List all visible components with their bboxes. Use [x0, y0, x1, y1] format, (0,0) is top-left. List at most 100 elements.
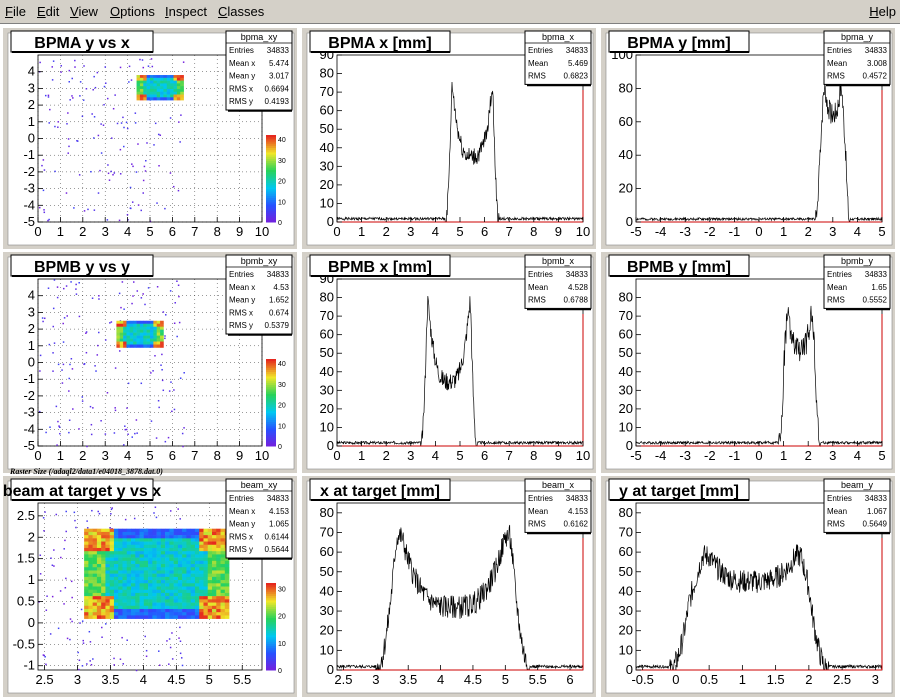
heatmap-cell [165, 547, 170, 552]
heatmap-cell [216, 557, 221, 562]
heatmap-cell [95, 370, 97, 372]
heatmap-cell [216, 602, 221, 607]
heatmap-cell [148, 605, 153, 610]
heatmap-cell [177, 592, 183, 597]
heatmap-cell [150, 338, 154, 342]
heatmap-cell [148, 596, 153, 600]
heatmap-cell [152, 544, 157, 549]
heatmap-cell [168, 638, 171, 640]
y-tick-label: 0.5 [17, 593, 35, 608]
heatmap-cell [148, 551, 153, 555]
menu-inspect[interactable]: Inspect [165, 4, 207, 19]
heatmap-cell [84, 612, 89, 616]
heatmap-cell [224, 580, 230, 584]
heatmap-cell [119, 326, 124, 330]
menu-classes[interactable]: Classes [218, 4, 264, 19]
heatmap-cell [220, 531, 226, 536]
heatmap-cell [203, 586, 209, 591]
heatmap-cell [135, 615, 140, 619]
heatmap-cell [153, 88, 158, 93]
menu-file[interactable]: File [5, 4, 26, 19]
palette-cell [266, 589, 276, 593]
heatmap-cell [143, 567, 149, 571]
y-tick-label: 20 [320, 177, 334, 192]
menu-help[interactable]: Help [869, 4, 896, 19]
heatmap-cell [123, 323, 127, 327]
heatmap-cell [101, 626, 103, 629]
root-canvas[interactable]: 0 10 20 30 40 0 1 2 3 4 5 6 7 8 9 10 -5 -4 -3 -2 -1 0 1 2 3 4 BPMA… [0, 25, 900, 700]
heatmap-cell [109, 605, 115, 610]
heatmap-cell [164, 314, 167, 316]
heatmap-cell [165, 531, 170, 536]
menu-edit[interactable]: Edit [37, 4, 59, 19]
heatmap-cell [160, 88, 164, 93]
heatmap-cell [186, 615, 191, 619]
stats-label: Entries [229, 270, 254, 279]
heatmap-cell [165, 608, 170, 613]
menu-view[interactable]: View [70, 4, 98, 19]
heatmap-cell [199, 535, 204, 539]
menu-options[interactable]: Options [110, 4, 155, 19]
palette-cell [266, 596, 276, 599]
heatmap-cell [139, 332, 144, 336]
heatmap-cell [135, 544, 140, 549]
heatmap-cell [173, 77, 178, 81]
heatmap-cell [139, 320, 144, 325]
x-tick-label: 4.5 [464, 672, 482, 687]
heatmap-cell [199, 564, 204, 568]
heatmap-cell [101, 608, 106, 613]
heatmap-cell [129, 326, 134, 330]
heatmap-cell [224, 612, 230, 616]
heatmap-cell [160, 544, 166, 549]
heatmap-cell [133, 329, 137, 333]
heatmap-cell [92, 615, 98, 619]
heatmap-cell [207, 583, 213, 587]
heatmap-cell [212, 547, 217, 552]
heatmap-cell [180, 91, 184, 95]
heatmap-cell [122, 615, 128, 619]
heatmap-cell [88, 576, 93, 581]
stats-name: beam_y [841, 480, 874, 490]
heatmap-cell [126, 576, 132, 581]
palette-cell [266, 143, 276, 147]
heatmap-cell [170, 97, 174, 101]
heatmap-cell [146, 329, 151, 333]
y-tick-label: 20 [320, 401, 334, 416]
heatmap-cell [126, 564, 132, 568]
heatmap-cell [169, 586, 174, 591]
heatmap-cell [135, 599, 140, 603]
heatmap-cell [118, 580, 123, 584]
heatmap-cell [207, 528, 213, 533]
heatmap-cell [59, 432, 61, 435]
heatmap-cell [199, 583, 204, 587]
heatmap-cell [152, 576, 157, 581]
heatmap-cell [186, 576, 191, 581]
heatmap-cell [78, 659, 81, 662]
heatmap-cell [182, 573, 187, 578]
heatmap-cell [160, 332, 164, 336]
heatmap-cell [190, 586, 196, 591]
heatmap-cell [216, 541, 221, 546]
x-tick-label: 3 [829, 224, 836, 239]
heatmap-cell [180, 86, 184, 90]
heatmap-cell [135, 567, 140, 571]
heatmap-cell [199, 528, 204, 533]
heatmap-cell [148, 576, 153, 581]
heatmap-cell [131, 570, 136, 574]
heatmap-cell [152, 567, 157, 571]
heatmap-cell [160, 551, 166, 555]
y-tick-label: 60 [320, 103, 334, 118]
heatmap-cell [165, 592, 170, 597]
heatmap-cell [105, 538, 110, 542]
heatmap-cell [118, 538, 123, 542]
heatmap-cell [165, 544, 170, 549]
palette-cell [266, 137, 276, 140]
heatmap-cell [78, 174, 81, 176]
heatmap-cell [118, 586, 123, 591]
heatmap-cell [126, 586, 132, 591]
heatmap-cell [190, 580, 196, 584]
heatmap-cell [64, 586, 67, 589]
heatmap-cell [145, 655, 148, 658]
heatmap-cell [194, 589, 200, 594]
